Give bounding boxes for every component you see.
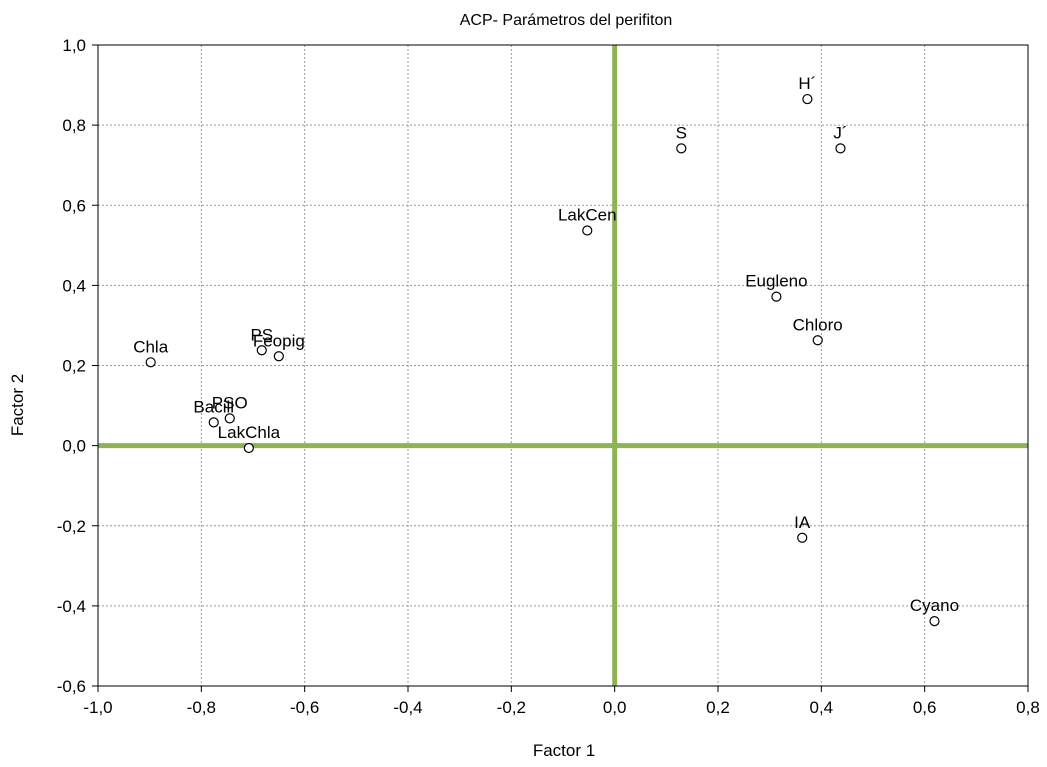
data-point (802, 93, 813, 105)
x-axis-label: Factor 1 (533, 741, 595, 760)
point-label: IA (794, 513, 811, 532)
point-label: LakCen (558, 205, 617, 224)
x-tick-label: 0,0 (603, 698, 627, 717)
data-point (676, 143, 687, 154)
data-point (273, 351, 284, 362)
data-point (208, 417, 219, 428)
x-tick-label: 0,2 (706, 698, 730, 717)
x-tick-label: -0,2 (497, 698, 526, 717)
y-axis-label: Factor 2 (8, 374, 27, 436)
y-tick-label: 0,4 (62, 276, 86, 295)
x-tick-label: 0,4 (810, 698, 834, 717)
point-label: Cyano (910, 596, 959, 615)
data-point (929, 615, 940, 627)
point-label: Feopig (253, 331, 305, 350)
data-point (224, 413, 235, 424)
point-label: PSO (212, 393, 248, 412)
grid (98, 45, 1028, 686)
data-point (243, 442, 254, 454)
y-tick-label: 1,0 (62, 36, 86, 55)
y-tick-label: 0,0 (62, 437, 86, 456)
x-tick-label: 0,8 (1016, 698, 1040, 717)
y-tick-label: -0,6 (57, 677, 86, 696)
data-point (797, 532, 808, 543)
data-point (771, 291, 782, 302)
point-label: Chla (133, 337, 169, 356)
point-label: Bacill (193, 397, 234, 416)
y-tick-label: 0,6 (62, 196, 86, 215)
x-tick-label: 0,6 (913, 698, 937, 717)
point-label: S (676, 123, 687, 142)
data-point (145, 357, 156, 368)
axis-ticks: -1,0 -0,8 -0,6 -0,4 -0,2 0,0 0,2 0,4 0,6 0,8 -0,6 -… (57, 36, 1040, 717)
data-point (835, 143, 846, 154)
data-point (582, 225, 593, 236)
point-label: LakChla (218, 423, 281, 442)
y-tick-label: -0,4 (57, 597, 86, 616)
point-label: H´ (798, 74, 816, 93)
x-tick-label: -0,6 (290, 698, 319, 717)
y-tick-label: 0,8 (62, 116, 86, 135)
x-tick-label: -0,4 (393, 698, 422, 717)
y-tick-label: -0,2 (57, 517, 86, 536)
data-point (812, 335, 823, 346)
y-tick-label: 0,2 (62, 357, 86, 376)
data-point (256, 345, 267, 356)
x-tick-label: -0,8 (187, 698, 216, 717)
point-label: Eugleno (745, 272, 807, 291)
x-tick-label: -1,0 (83, 698, 112, 717)
point-label: PS (250, 325, 273, 344)
chart-title: ACP- Parámetros del perifiton (460, 12, 673, 29)
point-label: J´ (833, 123, 847, 142)
point-label: Chloro (793, 315, 843, 334)
